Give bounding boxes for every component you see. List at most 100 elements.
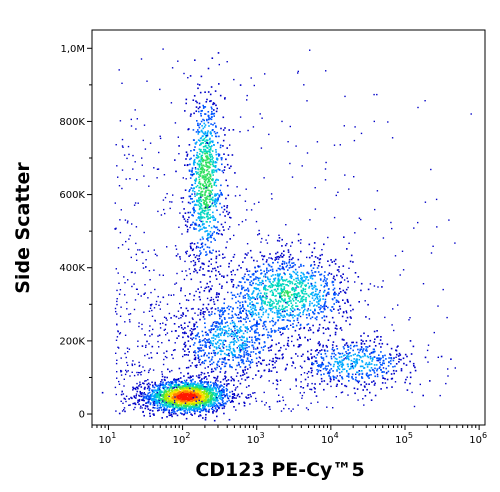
event-point (385, 372, 388, 375)
event-point (200, 217, 202, 220)
event-point (198, 376, 201, 379)
event-point (224, 339, 226, 342)
event-point (198, 415, 200, 418)
event-point (369, 353, 371, 355)
event-point (220, 353, 222, 356)
event-point (273, 329, 276, 332)
event-point (200, 115, 202, 117)
event-point (314, 285, 317, 288)
event-point (183, 413, 186, 416)
event-point (263, 324, 266, 326)
event-point (283, 250, 285, 252)
event-point (199, 414, 202, 417)
event-point (159, 405, 162, 407)
event-point (215, 388, 217, 391)
event-point (239, 355, 242, 357)
event-point (283, 300, 285, 303)
event-point (321, 266, 323, 268)
event-point (226, 395, 229, 397)
event-point (203, 339, 205, 341)
event-point (268, 304, 271, 307)
event-point (101, 391, 104, 394)
event-point (218, 254, 221, 256)
event-point (297, 233, 300, 236)
event-point (213, 109, 215, 111)
event-point (300, 275, 302, 277)
event-point (196, 398, 198, 400)
event-point (210, 198, 213, 201)
event-point (151, 410, 154, 412)
event-point (197, 382, 199, 385)
event-point (175, 381, 178, 384)
event-point (179, 403, 181, 406)
event-point (366, 346, 369, 348)
event-point (198, 405, 201, 407)
event-point (212, 169, 215, 171)
event-point (194, 168, 197, 170)
event-point (254, 308, 256, 310)
event-point (361, 361, 364, 363)
event-point (221, 194, 223, 196)
event-point (209, 234, 212, 237)
event-point (206, 161, 209, 164)
event-point (265, 298, 267, 300)
event-point (193, 154, 195, 157)
event-point (190, 392, 192, 395)
event-point (216, 409, 218, 411)
event-point (207, 215, 209, 218)
event-point (354, 272, 357, 274)
event-point (280, 276, 283, 278)
event-point (189, 365, 192, 367)
event-point (293, 319, 295, 322)
event-point (170, 413, 173, 416)
event-point (311, 272, 314, 274)
event-point (144, 334, 146, 336)
event-point (167, 400, 169, 403)
event-point (229, 347, 232, 350)
event-point (227, 324, 229, 327)
event-point (207, 209, 209, 211)
event-point (331, 348, 334, 351)
event-point (221, 320, 223, 323)
event-point (208, 375, 210, 377)
event-point (223, 386, 225, 388)
event-point (177, 386, 180, 388)
event-point (194, 356, 197, 359)
event-point (254, 312, 257, 315)
event-point (301, 366, 303, 369)
event-point (392, 366, 394, 368)
event-point (317, 365, 319, 367)
event-point (159, 386, 161, 388)
event-point (203, 145, 206, 148)
event-point (270, 328, 272, 330)
event-point (209, 217, 211, 219)
event-point (151, 392, 154, 395)
event-point (209, 137, 211, 140)
event-point (210, 329, 213, 331)
event-point (278, 357, 281, 360)
event-point (189, 408, 191, 410)
event-point (307, 323, 310, 325)
event-point (180, 324, 182, 327)
event-point (193, 200, 195, 203)
event-point (256, 320, 258, 322)
event-point (202, 201, 205, 204)
event-point (202, 226, 205, 229)
event-point (241, 330, 243, 332)
event-point (206, 195, 209, 197)
event-point (222, 311, 224, 314)
event-point (280, 314, 282, 317)
event-point (223, 229, 225, 231)
event-point (203, 407, 205, 409)
event-point (208, 189, 210, 192)
event-point (154, 395, 157, 397)
event-point (174, 389, 176, 391)
event-point (181, 400, 184, 403)
event-point (319, 298, 322, 300)
event-point (191, 388, 194, 391)
event-point (134, 403, 137, 406)
event-point (232, 338, 235, 341)
event-point (164, 409, 167, 412)
event-point (277, 307, 280, 310)
event-point (271, 303, 274, 305)
